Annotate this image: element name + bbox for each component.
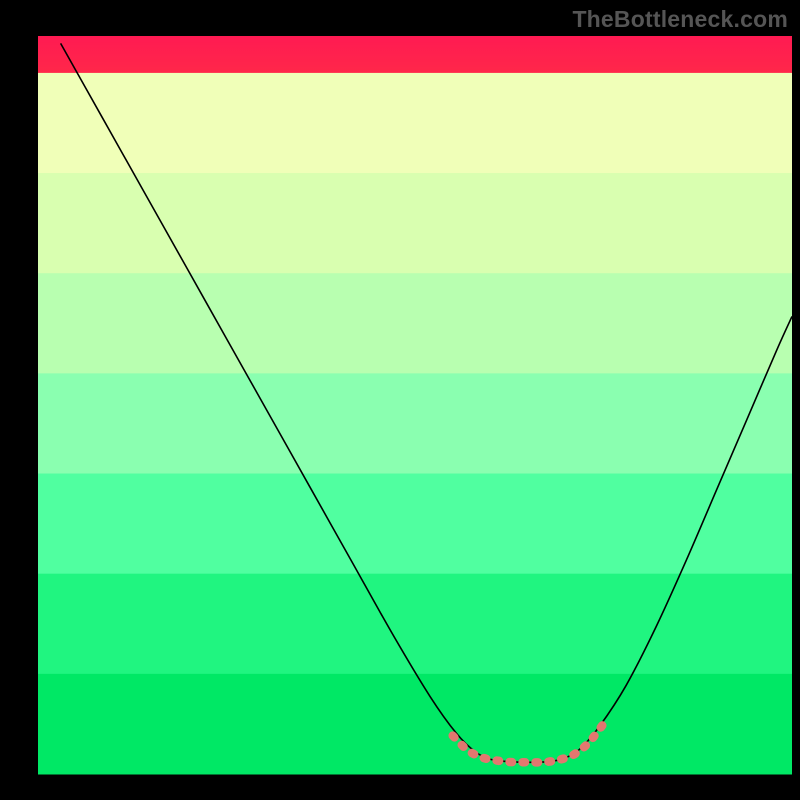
chart-frame: TheBottleneck.com bbox=[0, 0, 800, 800]
bottleneck-curve-chart bbox=[0, 0, 800, 800]
watermark-text: TheBottleneck.com bbox=[572, 6, 788, 33]
